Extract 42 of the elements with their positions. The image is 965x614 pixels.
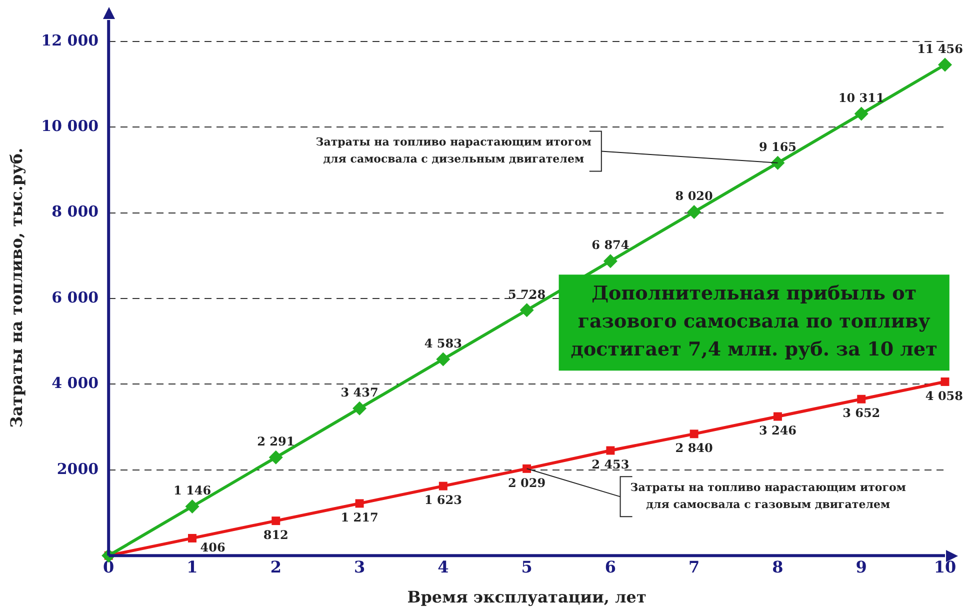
y-tick-label: 12 000 bbox=[41, 31, 99, 50]
y-tick-label: 8 000 bbox=[52, 202, 99, 221]
annotation: Дополнительная прибыль от газового самосвала по топливу достигает 7,4 млн. руб. за 10 лет bbox=[570, 282, 938, 361]
data-label: 2 291 bbox=[257, 434, 295, 449]
data-label: 4 583 bbox=[424, 336, 462, 350]
y-axis-title: Затраты на топливо, тыс.руб. bbox=[6, 148, 26, 428]
data-label: 406 bbox=[200, 540, 226, 554]
data-label: 1 623 bbox=[424, 493, 462, 508]
data-label: 3 652 bbox=[842, 406, 880, 420]
x-tick-label: 10 bbox=[934, 557, 956, 576]
data-label: 11 456 bbox=[917, 42, 964, 56]
data-label: 2 840 bbox=[675, 441, 713, 456]
data-label: 3 437 bbox=[340, 385, 378, 400]
x-tick-label: 2 bbox=[270, 557, 282, 576]
text: Затраты на топливо нарастающим итогом для самосвала с газовым двигателем bbox=[630, 481, 906, 512]
data-label: 3 246 bbox=[758, 424, 797, 438]
text: Затраты на топливо нарастающим итогом для самосвала с дизельным двигателем bbox=[316, 136, 592, 166]
data-label: 10 311 bbox=[838, 90, 884, 105]
y-tick-label: 6 000 bbox=[52, 288, 99, 306]
data-label: 2 029 bbox=[508, 476, 546, 490]
data-label: 8 020 bbox=[675, 189, 713, 204]
y-tick-label: 10 000 bbox=[41, 117, 99, 136]
data-label: 4 058 bbox=[925, 388, 963, 403]
x-tick-label: 9 bbox=[856, 557, 867, 576]
y-tick-label: 2000 bbox=[56, 460, 99, 478]
x-tick-label: 0 bbox=[103, 557, 114, 576]
x-tick-label: 5 bbox=[521, 557, 532, 576]
data-label: 1 146 bbox=[173, 484, 212, 498]
data-label: 9 165 bbox=[758, 140, 797, 154]
x-tick-label: 4 bbox=[438, 557, 449, 576]
x-tick-label: 8 bbox=[772, 557, 784, 576]
y-tick-label: 4 000 bbox=[52, 374, 99, 392]
x-tick-label: 7 bbox=[688, 557, 700, 576]
data-label: 2 453 bbox=[592, 458, 630, 472]
x-tick-label: 6 bbox=[604, 557, 616, 576]
data-label: 5 728 bbox=[508, 287, 546, 302]
x-tick-label: 1 bbox=[186, 557, 198, 576]
data-label: 812 bbox=[263, 528, 288, 542]
data-label: 6 874 bbox=[592, 238, 630, 252]
x-tick-label: 3 bbox=[354, 557, 366, 576]
data-label: 1 217 bbox=[340, 510, 378, 525]
x-axis-title: Время эксплуатации, лет bbox=[407, 588, 646, 607]
